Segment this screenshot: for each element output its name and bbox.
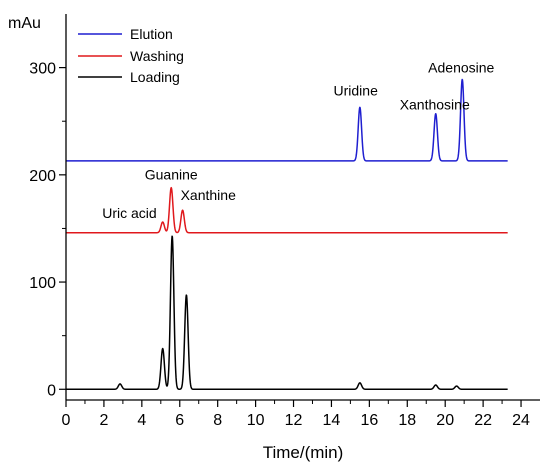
peak-labels: Uridine Xanthosine Adenosine Uric acid G… xyxy=(102,59,494,221)
x-tick-label: 22 xyxy=(474,412,492,429)
x-tick-label: 16 xyxy=(360,412,378,429)
series-line-loading xyxy=(65,235,509,391)
x-axis-title: Time/(min) xyxy=(263,443,344,462)
x-ticks: 0 2 4 6 8 10 12 14 16 18 20 22 24 xyxy=(62,400,530,429)
x-tick-label: 8 xyxy=(213,412,222,429)
legend-label-loading: Loading xyxy=(130,69,180,85)
x-tick-label: 20 xyxy=(436,412,454,429)
y-axis-unit-label: mAu xyxy=(8,15,41,32)
x-tick-label: 18 xyxy=(398,412,416,429)
legend-label-elution: Elution xyxy=(130,26,173,42)
y-tick-label: 300 xyxy=(29,61,56,78)
x-tick-label: 10 xyxy=(247,412,265,429)
x-tick-label: 0 xyxy=(62,412,71,429)
y-tick-label: 200 xyxy=(29,168,56,185)
x-tick-label: 2 xyxy=(99,412,108,429)
y-ticks: 0 100 200 300 xyxy=(29,61,66,399)
peak-label-guanine: Guanine xyxy=(145,167,198,183)
plot-traces xyxy=(65,78,509,391)
x-tick-label: 14 xyxy=(323,412,341,429)
legend-label-washing: Washing xyxy=(130,48,184,64)
peak-label-xanthine: Xanthine xyxy=(181,187,236,203)
series-line-washing xyxy=(65,186,509,234)
peak-label-xanthosine: Xanthosine xyxy=(400,97,470,113)
series-line-elution xyxy=(65,78,509,162)
x-tick-label: 24 xyxy=(512,412,530,429)
legend: Elution Washing Loading xyxy=(78,26,184,85)
x-tick-label: 6 xyxy=(175,412,184,429)
peak-label-adenosine: Adenosine xyxy=(428,59,494,75)
x-tick-label: 4 xyxy=(137,412,146,429)
x-tick-label: 12 xyxy=(285,412,303,429)
y-tick-label: 100 xyxy=(29,275,56,292)
y-tick-label: 0 xyxy=(47,382,56,399)
peak-label-uric-acid: Uric acid xyxy=(102,205,156,221)
peak-label-uridine: Uridine xyxy=(334,82,379,98)
